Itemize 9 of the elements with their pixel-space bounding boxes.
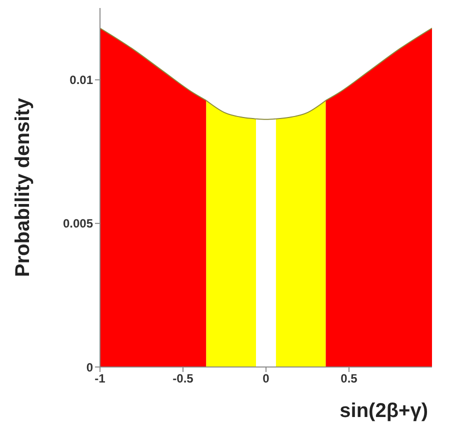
y-tick-label: 0 <box>86 360 94 374</box>
x-tick-label: -1 <box>94 372 106 386</box>
x-tick-label: 0.5 <box>340 372 358 386</box>
y-tick-label: 0.005 <box>62 216 94 231</box>
x-axis-title: sin(2β+γ) <box>340 400 428 422</box>
y-axis-title: Probability density <box>12 97 34 277</box>
y-tick-label: 0.01 <box>70 73 94 88</box>
x-tick-label: 0 <box>262 372 270 386</box>
x-tick-label: -0.5 <box>172 372 194 386</box>
